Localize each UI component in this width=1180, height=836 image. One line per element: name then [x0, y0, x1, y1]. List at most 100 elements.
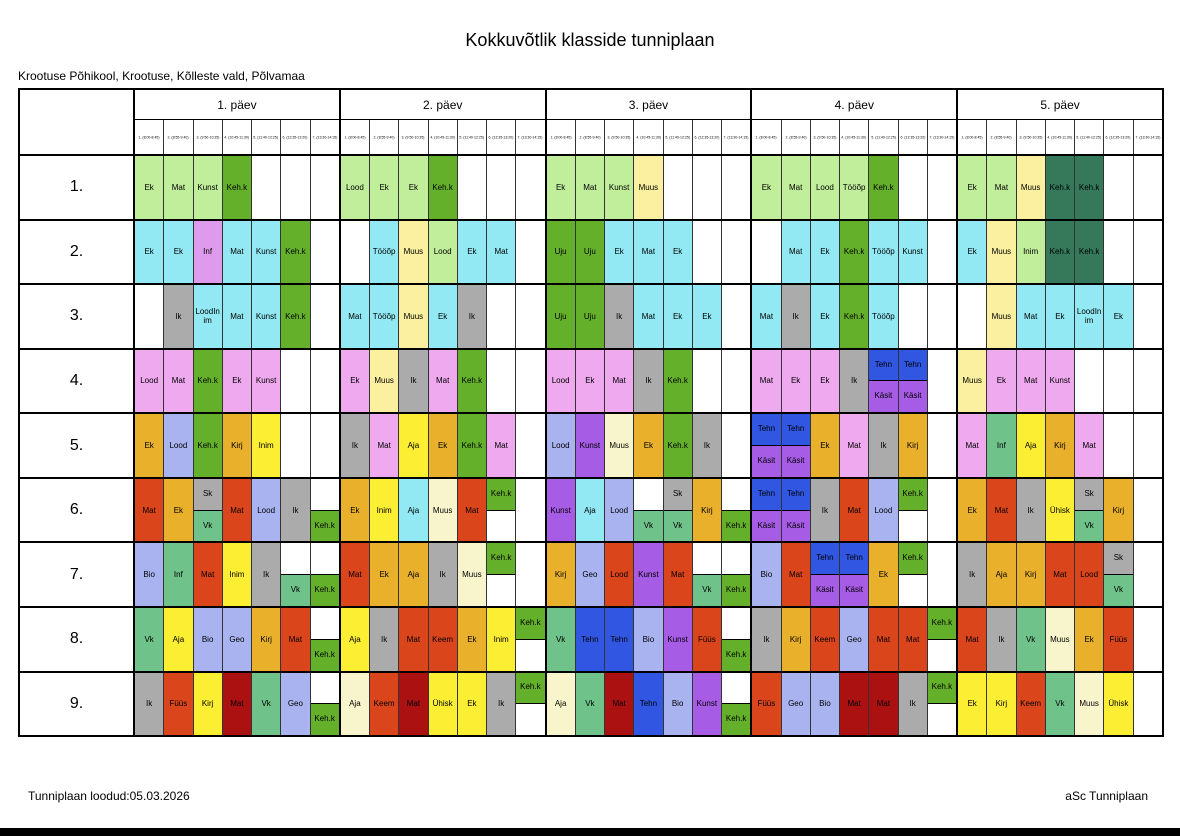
lesson-cell: Geo — [281, 672, 311, 736]
lesson-cell: Vk — [1045, 672, 1075, 736]
lesson-cell: Ek — [370, 543, 400, 606]
period-time: 1. (8:00-8:45) — [958, 120, 988, 154]
lesson-cell: Kunst — [252, 220, 282, 284]
lesson-cell: Muus — [457, 543, 487, 606]
lesson-cell: Kirj — [898, 414, 928, 477]
empty-cell — [693, 220, 722, 284]
lesson-cell-split: Keh.k — [516, 607, 547, 671]
lesson-cell: Aja — [1016, 414, 1046, 477]
lesson-half: Keh.k — [722, 574, 751, 606]
lesson-cell: Mat — [1045, 543, 1075, 606]
lesson-cell: Mat — [222, 220, 252, 284]
lesson-cell: Lood — [252, 478, 282, 542]
lesson-cell: Inim — [487, 607, 517, 671]
lesson-half: Tehn — [898, 349, 927, 381]
lesson-cell: Keh.k — [457, 349, 487, 413]
empty-half — [722, 479, 750, 510]
empty-half — [899, 575, 927, 606]
lesson-cell: Keh.k — [1075, 220, 1105, 284]
class-row: 8. Vk Aja Bio Geo Kirj Mat Keh.k Aja Ik Mat Keem Ek I… — [20, 605, 1162, 671]
lesson-cell-split: Keh.k — [722, 672, 753, 736]
day-header: 2. päev — [341, 90, 547, 119]
lesson-cell-split: Tehn Käsit — [840, 543, 870, 606]
empty-cell — [928, 349, 958, 413]
lesson-cell-split: Keh.k — [310, 543, 341, 606]
empty-cell — [1104, 349, 1134, 413]
lesson-half: Vk — [1104, 574, 1133, 606]
lesson-cell: Ik — [869, 414, 899, 477]
class-label: 2. — [20, 220, 135, 284]
lesson-cell: Aja — [546, 672, 576, 736]
lesson-cell: Mat — [781, 220, 811, 284]
empty-cell — [281, 414, 311, 477]
period-time: 5. (11:40-12:25) — [458, 120, 487, 154]
class-label: 9. — [20, 672, 135, 736]
lesson-cell: Kunst — [898, 220, 928, 284]
lesson-cell: Lood — [340, 156, 370, 219]
school-line: Krootuse Põhikool, Krootuse, Kõlleste va… — [18, 69, 305, 83]
lesson-cell: Vk — [546, 607, 576, 671]
period-time: 1. (8:00-8:45) — [547, 120, 576, 154]
period-time: 3. (9:50-10:35) — [194, 120, 223, 154]
lesson-half: Vk — [193, 509, 222, 542]
lesson-cell: Keh.k — [840, 220, 870, 284]
lesson-cell: Kunst — [1045, 349, 1075, 413]
page-title: Kokkuvõtlik klasside tunniplaan — [465, 30, 715, 50]
lesson-cell-split: Tehn Käsit — [752, 414, 782, 477]
empty-cell — [928, 285, 958, 348]
empty-cell — [664, 156, 693, 219]
period-time: 4. (10:45-11:30) — [223, 120, 252, 154]
lesson-cell: Keem — [1016, 672, 1046, 736]
lesson-cell: Ek — [634, 414, 664, 477]
lesson-cell: Kirj — [193, 672, 223, 736]
empty-cell — [928, 478, 958, 542]
lesson-cell: Lood — [546, 349, 576, 413]
lesson-cell: Vk — [575, 672, 605, 736]
period-time: 2. (8:55-9:40) — [164, 120, 194, 154]
lesson-cell: Mat — [898, 607, 928, 671]
lesson-cell: Mat — [840, 414, 870, 477]
empty-half — [487, 575, 515, 606]
empty-cell — [722, 414, 753, 477]
lesson-half: Sk — [663, 478, 692, 510]
lesson-cell: Mat — [663, 543, 693, 606]
lesson-cell: Ik — [987, 607, 1017, 671]
lesson-cell: Tehn — [605, 607, 635, 671]
period-time: 3. (9:50-10:35) — [605, 120, 635, 154]
lesson-cell: Kunst — [252, 285, 282, 348]
lesson-cell: Ek — [958, 220, 988, 284]
lesson-cell: Mat — [222, 478, 252, 542]
lesson-cell: Ek — [457, 607, 487, 671]
lesson-half: Keh.k — [310, 509, 339, 542]
lesson-cell: Ik — [1016, 478, 1046, 542]
lesson-cell: Ek — [399, 156, 429, 219]
empty-cell — [516, 285, 547, 348]
lesson-cell: Muus — [399, 220, 429, 284]
lesson-cell: Ühisk — [1045, 478, 1075, 542]
lesson-cell: Bio — [752, 543, 782, 606]
lesson-cell: Lood — [546, 414, 576, 477]
lesson-cell: Ik — [605, 285, 635, 348]
lesson-cell: Ik — [487, 672, 517, 736]
lesson-cell: Ek — [810, 285, 840, 348]
lesson-cell: Ek — [340, 478, 370, 542]
empty-cell — [1134, 350, 1162, 413]
lesson-cell: Geo — [781, 672, 811, 736]
empty-cell — [928, 156, 958, 219]
lesson-half: Vk — [634, 509, 663, 542]
lesson-cell: Ik — [958, 543, 988, 606]
lesson-cell: Tööõp — [370, 285, 400, 348]
lesson-cell: Mat — [781, 156, 811, 219]
period-time: 4. (10:45-11:30) — [429, 120, 458, 154]
day-header: 1. päev — [135, 90, 341, 119]
lesson-cell: Inim — [222, 543, 252, 606]
lesson-cell: Ik — [752, 607, 782, 671]
lesson-half: Keh.k — [898, 478, 927, 511]
lesson-cell: Ek — [457, 220, 487, 284]
page-bottom-edge — [0, 828, 1180, 836]
lesson-half: Keh.k — [722, 703, 751, 736]
lesson-cell: Ek — [575, 349, 605, 413]
lesson-cell-split: Keh.k — [722, 478, 753, 542]
empty-cell — [281, 156, 311, 219]
lesson-cell: Keh.k — [840, 285, 870, 348]
